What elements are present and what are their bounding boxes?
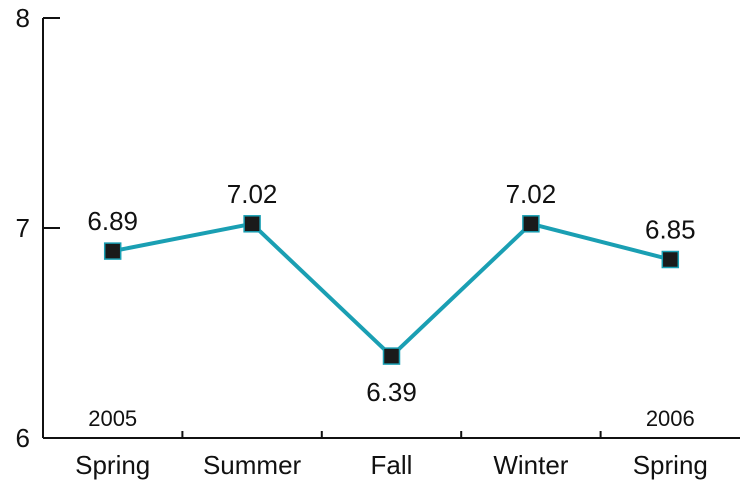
data-point-marker: [103, 242, 122, 260]
data-label: 6.39: [366, 377, 417, 407]
series-line: [112, 221, 671, 359]
data-point-marker: [243, 215, 261, 233]
data-label: 6.89: [87, 206, 138, 236]
series-group: [103, 215, 680, 365]
data-label: 7.02: [506, 179, 557, 209]
data-label: 6.85: [645, 215, 696, 245]
x-tick-label: Summer: [203, 450, 302, 480]
y-tick-label: 6: [16, 423, 30, 453]
year-label: 2006: [646, 406, 695, 431]
year-label: 2005: [88, 406, 137, 431]
x-tick-label: Spring: [75, 450, 150, 480]
y-axis-labels: 6 7 8: [16, 3, 30, 453]
x-tick-label: Fall: [371, 450, 413, 480]
data-labels: 6.89 7.02 6.39 7.02 6.85: [87, 179, 695, 407]
data-point-marker: [382, 347, 401, 365]
data-point-marker: [661, 250, 680, 269]
data-label: 7.02: [227, 179, 278, 209]
x-tick-label: Winter: [493, 450, 568, 480]
y-tick-label: 8: [16, 3, 30, 33]
axes: [42, 17, 740, 439]
year-annotations: 2005 2006: [88, 406, 695, 431]
data-point-marker: [522, 215, 540, 233]
y-tick-label: 7: [16, 213, 30, 243]
x-axis-labels: Spring Summer Fall Winter Spring: [75, 450, 708, 480]
x-tick-label: Spring: [633, 450, 708, 480]
